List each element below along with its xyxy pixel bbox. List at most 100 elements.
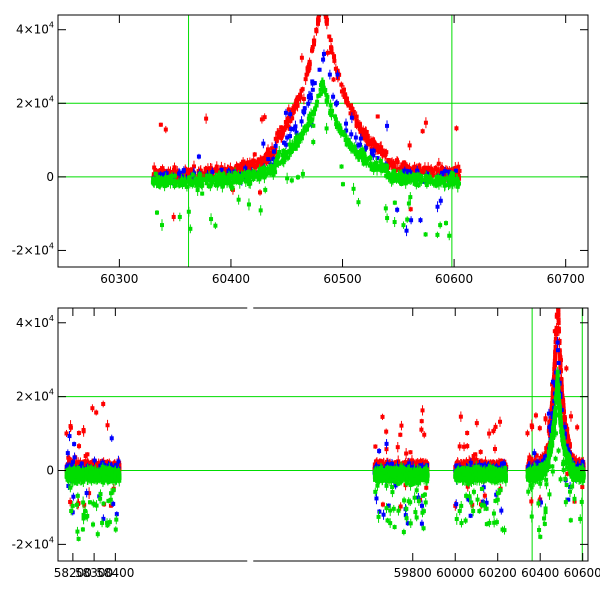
data-point xyxy=(299,136,304,141)
data-point xyxy=(289,150,294,155)
data-point xyxy=(177,183,182,188)
data-point xyxy=(360,147,365,152)
data-point xyxy=(398,172,403,177)
data-point xyxy=(236,197,241,202)
data-point xyxy=(408,176,413,181)
data-point xyxy=(382,164,387,169)
data-point xyxy=(373,161,378,166)
data-point xyxy=(249,162,254,167)
data-point xyxy=(257,190,262,195)
data-point xyxy=(337,128,342,133)
x-tick-label: 60700 xyxy=(547,272,585,286)
data-point xyxy=(288,143,293,148)
data-point xyxy=(300,171,305,176)
y-tick-label-exponent: 4 xyxy=(49,94,54,103)
data-point xyxy=(365,142,370,147)
data-point xyxy=(286,124,291,129)
data-point xyxy=(364,130,369,135)
data-point xyxy=(455,179,460,184)
data-point xyxy=(322,89,327,94)
data-point xyxy=(324,19,329,24)
data-point xyxy=(419,173,424,178)
data-point xyxy=(275,155,280,160)
data-point xyxy=(352,115,357,120)
data-point xyxy=(213,174,218,179)
data-point xyxy=(401,163,406,168)
data-point xyxy=(229,175,234,180)
data-point xyxy=(64,431,69,436)
data-point xyxy=(436,170,441,175)
data-point xyxy=(324,126,329,131)
data-point xyxy=(452,181,457,186)
data-point xyxy=(363,157,368,162)
data-point xyxy=(264,171,269,176)
data-point xyxy=(289,127,294,132)
data-point xyxy=(181,169,186,174)
data-point xyxy=(374,459,379,464)
data-point xyxy=(444,221,449,226)
data-point xyxy=(158,122,163,127)
data-point xyxy=(395,207,400,212)
data-point xyxy=(391,160,396,165)
data-point xyxy=(340,129,345,134)
data-point xyxy=(378,158,383,163)
data-point xyxy=(196,178,201,183)
data-point xyxy=(404,451,409,456)
data-point xyxy=(257,170,262,175)
data-point xyxy=(411,178,416,183)
data-point xyxy=(341,132,346,137)
data-point xyxy=(419,179,424,184)
data-point xyxy=(409,218,414,223)
data-point xyxy=(384,164,389,169)
data-point xyxy=(304,72,309,77)
data-point xyxy=(344,128,349,133)
data-point xyxy=(371,153,376,158)
top-panel: 60300 60400 60500 60600 607004×1042×1040-2×1… xyxy=(12,5,589,286)
data-point xyxy=(242,161,247,166)
data-point xyxy=(431,181,436,186)
data-point xyxy=(258,157,263,162)
data-point xyxy=(385,216,390,221)
data-point xyxy=(349,132,354,137)
data-point xyxy=(171,214,176,219)
data-point xyxy=(405,179,410,184)
data-point xyxy=(285,176,290,181)
data-point xyxy=(379,149,384,154)
data-point xyxy=(295,103,300,108)
data-point xyxy=(311,111,316,116)
data-point xyxy=(218,175,223,180)
data-point xyxy=(421,167,426,172)
data-point xyxy=(358,142,363,147)
data-point xyxy=(324,15,329,20)
data-point xyxy=(392,168,397,173)
data-point xyxy=(418,168,423,173)
data-point xyxy=(108,503,113,508)
data-point xyxy=(172,173,177,178)
data-point xyxy=(183,171,188,176)
data-point xyxy=(204,173,209,178)
data-point xyxy=(351,148,356,153)
data-point xyxy=(246,202,251,207)
data-point xyxy=(307,113,312,118)
data-point xyxy=(156,178,161,183)
data-point xyxy=(318,5,322,9)
data-point xyxy=(200,172,205,177)
data-point xyxy=(209,217,214,222)
data-point xyxy=(384,429,389,434)
data-point xyxy=(233,171,238,176)
data-point xyxy=(252,171,257,176)
data-point xyxy=(302,126,307,131)
data-point xyxy=(210,169,215,174)
data-point xyxy=(271,149,276,154)
data-point xyxy=(215,168,220,173)
data-point xyxy=(429,167,434,172)
data-point xyxy=(198,168,203,173)
data-point xyxy=(407,143,412,148)
data-point xyxy=(344,99,349,104)
data-point xyxy=(426,165,431,170)
data-point xyxy=(186,209,191,214)
data-point xyxy=(286,107,291,112)
data-point xyxy=(371,142,376,147)
data-point xyxy=(327,34,332,39)
